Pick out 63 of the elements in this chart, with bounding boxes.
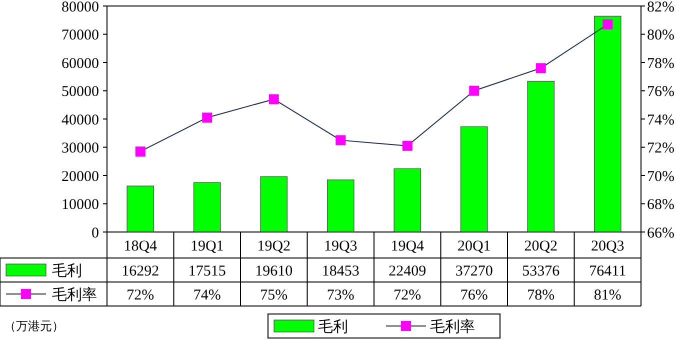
- x-tick-label: 19Q2: [257, 238, 291, 254]
- legend-label: 毛利率: [52, 286, 97, 304]
- point: [135, 146, 146, 156]
- y2-tick-label: 72%: [647, 140, 674, 156]
- y2-tick-label: 82%: [647, 0, 674, 16]
- point: [336, 135, 346, 146]
- bar: [126, 186, 154, 232]
- point: [602, 19, 613, 30]
- text: 毛利率: [430, 319, 475, 336]
- data-label: 37270: [455, 263, 493, 280]
- point: [402, 140, 412, 151]
- y-tick-label: 0: [92, 225, 99, 242]
- data-label: 78%: [527, 287, 555, 304]
- y-tick-label: 70000: [62, 28, 99, 44]
- y-tick-label: 40000: [62, 112, 99, 128]
- y2-tick-label: 66%: [647, 225, 674, 242]
- data-label: 81%: [594, 287, 622, 304]
- data-label: 75%: [260, 287, 288, 304]
- point: [268, 94, 279, 104]
- data-label: 53376: [522, 263, 560, 280]
- bar: [527, 80, 555, 232]
- data-label: 72%: [126, 287, 154, 304]
- data-label: 72%: [394, 287, 422, 304]
- data-label: 22409: [388, 263, 426, 280]
- data-label: 76%: [460, 287, 488, 304]
- x-tick-label: 19Q1: [190, 238, 224, 254]
- point: [469, 86, 480, 96]
- bar: [193, 182, 221, 232]
- legend-label: 毛利: [52, 262, 82, 280]
- bar: [460, 126, 488, 232]
- data-label: 18453: [322, 263, 360, 280]
- text: （万港元）: [4, 319, 64, 334]
- x-tick-label: 19Q4: [390, 238, 425, 254]
- bar: [326, 180, 354, 232]
- data-label: 16292: [122, 263, 160, 280]
- y-tick-label: 80000: [62, 0, 99, 16]
- x-tick-label: 20Q3: [590, 238, 624, 254]
- x-tick-label: 20Q2: [524, 238, 558, 254]
- data-label: 73%: [326, 287, 354, 304]
- x-tick-label: 20Q1: [457, 238, 491, 254]
- point: [536, 63, 546, 74]
- y-tick-label: 50000: [62, 84, 99, 100]
- x-tick-label: 18Q4: [124, 238, 158, 254]
- y2-tick-label: 80%: [647, 28, 674, 44]
- y-tick-label: 30000: [62, 140, 99, 156]
- bar: [394, 168, 422, 232]
- x-tick-label: 19Q3: [324, 238, 358, 254]
- y-tick-label: 10000: [62, 197, 99, 213]
- data-label: 17515: [188, 263, 226, 280]
- data-label: 76411: [589, 263, 626, 280]
- bar: [260, 176, 288, 232]
- y2-tick-label: 74%: [647, 112, 674, 128]
- data-label: 74%: [193, 287, 221, 304]
- y-tick-label: 20000: [62, 168, 99, 185]
- text: 毛利: [318, 319, 348, 336]
- data-label: 19610: [255, 263, 293, 280]
- y2-tick-label: 76%: [647, 84, 674, 100]
- y2-tick-label: 70%: [647, 168, 674, 185]
- y-tick-label: 60000: [62, 56, 99, 72]
- bar: [594, 16, 622, 232]
- point: [202, 112, 212, 123]
- y2-tick-label: 78%: [647, 56, 674, 72]
- y2-tick-label: 68%: [647, 197, 674, 213]
